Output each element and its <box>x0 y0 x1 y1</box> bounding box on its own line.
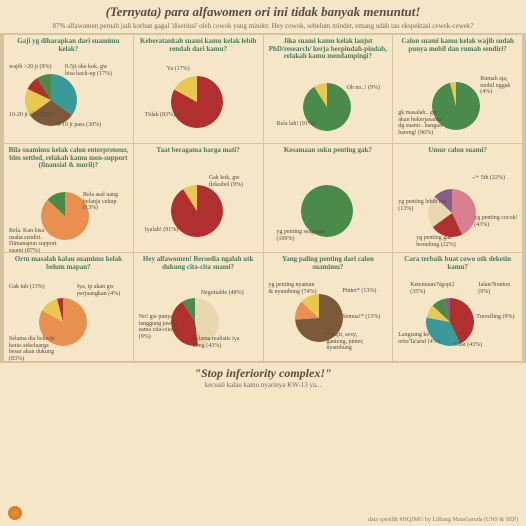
chart-cell-8: Ortu masalah kalau suamimu kelak belum m… <box>4 253 133 361</box>
question-text: Calon suami kamu kelak wajib sudah punya… <box>396 38 519 60</box>
slice-label: Iyalah! (91%) <box>145 227 178 234</box>
question-text: Gaji yg diharapkan dari suamimu kelak? <box>7 38 130 60</box>
chart-cell-9: Hey alfawomen! Bersedia ngalah utk dukun… <box>134 253 263 361</box>
slice-label: 0-5jt oke kok, gw bisa back-up (17%) <box>65 64 115 77</box>
slice-label: Gak kok, gw fleksibel (9%) <box>209 175 259 188</box>
footer-quote: "Stop inferiority complex!" <box>10 366 516 381</box>
slice-label: yg penting gak brondong (22%) <box>416 235 466 248</box>
slice-label: Rumah aja, mobil nggak (4%) <box>480 76 519 96</box>
chart-cell-6: Kesamaan suku penting gak? yg penting sea… <box>264 144 393 252</box>
slice-label: Langsung ke ortu/Ta'aruf (4%) <box>398 332 448 345</box>
question-text: Yang paling penting dari calon suamimu? <box>267 256 390 278</box>
footer-sub: kecuali kalau kamu nyarinya KW-13 ya... <box>10 381 516 389</box>
chart-cell-11: Cara terbaik buat cowo utk deketin kamu?… <box>393 253 522 361</box>
slice-label: Selama dia bekerja keras sekeluarga besa… <box>9 336 59 362</box>
slice-label: No! gw punya tanggung jawab sama cita-ci… <box>139 314 189 340</box>
slice-label: Rela asal uang belanja cukup (13%) <box>83 192 130 212</box>
slice-label: *: tajir, sexy, ganteng, pinter, nyambun… <box>327 332 377 352</box>
question-text: Umur calon suami? <box>396 147 519 169</box>
chart-cell-2: Jika suami kamu kelak lanjut PhD/researc… <box>264 35 393 143</box>
slice-label: Gak tuh (13%) <box>9 284 45 291</box>
chart-area: Rumah aja, mobil nggak (4%) gk masalah.. … <box>396 62 519 140</box>
slice-label: Semua!* (13%) <box>343 314 381 321</box>
question-text: Jika suami kamu kelak lanjut PhD/researc… <box>267 38 390 61</box>
question-text: Hey alfawomen! Bersedia ngalah utk dukun… <box>137 256 260 278</box>
slice-label: yg penting nyaman & nyambung (74%) <box>269 282 319 295</box>
credit-text: data spesifik #HQJMG by Litbang MataGaru… <box>368 517 518 523</box>
chart-cell-5: Taat beragama harga mati?Gak kok, gw fle… <box>134 144 263 252</box>
slice-label: -/+ 5th (22%) <box>472 175 505 182</box>
question-text: Kesamaan suku penting gak? <box>267 147 390 169</box>
subtitle: 87% alfawomen pernah jadi korban gagal '… <box>10 22 516 31</box>
slice-label: Ya (17%) <box>167 66 190 73</box>
logo-icon <box>8 506 22 520</box>
question-text: Keberatankah suami kamu kelak lebih rend… <box>137 38 260 60</box>
chart-area: Rela asal uang belanja cukup (13%)Rela. … <box>7 172 130 250</box>
slice-label: Ketemuan/Ngopi2 (35%) <box>410 282 460 295</box>
slice-label: gk masalah.. gw akan bekerjasama dg suam… <box>398 110 448 136</box>
slice-label: 10-20 jt oke (35%) <box>9 112 55 119</box>
chart-area: yg penting nyaman & nyambung (74%) Pinter… <box>267 280 390 358</box>
slice-label: Chat (43%) <box>454 342 482 349</box>
slice-label: Travelling (9%) <box>476 314 514 321</box>
slice-label: Rela lah! (91%) <box>277 121 315 128</box>
slice-label: Selama realistis iya dong (43%) <box>193 336 243 349</box>
chart-grid: Gaji yg diharapkan dari suamimu kelak?wa… <box>0 33 526 363</box>
chart-area: Gak tuh (13%) Iya, tp akan gw perjuangkan… <box>7 280 130 358</box>
slice-label: Pinter* (13%) <box>343 288 377 295</box>
slice-label: yg penting lebih tua (13%) <box>398 199 448 212</box>
chart-area: wajib >20 jt (9%) 0-5jt oke kok, gw bisa … <box>7 62 130 140</box>
slice-label: yg penting seagama! (100%) <box>277 229 327 242</box>
chart-area: Ketemuan/Ngopi2 (35%) Jalan/Nonton (9%) Tr… <box>396 280 519 358</box>
chart-cell-3: Calon suami kamu kelak wajib sudah punya… <box>393 35 522 143</box>
main-title: (Ternyata) para alfawomen ori ini tidak … <box>10 4 516 20</box>
chart-cell-0: Gaji yg diharapkan dari suamimu kelak?wa… <box>4 35 133 143</box>
chart-area: Oh no..! (9%) Rela lah! (91%) <box>267 63 390 141</box>
chart-cell-10: Yang paling penting dari calon suamimu?y… <box>264 253 393 361</box>
chart-area: -/+ 5th (22%) yg penting lebih tua (13%) y… <box>396 171 519 249</box>
chart-cell-4: Bila suamimu kelak calon enterpreneur, b… <box>4 144 133 252</box>
slice-label: Tidak (83%) <box>145 112 175 119</box>
question-text: Bila suamimu kelak calon enterpreneur, b… <box>7 147 130 170</box>
chart-area: Gak kok, gw fleksibel (9%) Iyalah! (91%) <box>137 171 260 249</box>
slice-label: 5-10 jt pass (30%) <box>57 122 101 129</box>
slice-label: Jalan/Nonton (9%) <box>478 282 519 295</box>
slice-label: yg penting cocok! (43%) <box>474 215 519 228</box>
slice-label: Oh no..! (9%) <box>347 85 380 92</box>
chart-area: yg penting seagama! (100%) <box>267 171 390 249</box>
question-text: Ortu masalah kalau suamimu kelak belum m… <box>7 256 130 278</box>
chart-cell-7: Umur calon suami? -/+ 5th (22%) yg penting… <box>393 144 522 252</box>
chart-area: Negotiable (48%) No! gw punya tanggung ja… <box>137 280 260 358</box>
slice-label: wajib >20 jt (9%) <box>9 64 52 71</box>
slice-label: Iya, tp akan gw perjuangkan (4%) <box>77 284 127 297</box>
chart-cell-1: Keberatankah suami kamu kelak lebih rend… <box>134 35 263 143</box>
slice-label: Rela. Kan bisa usaha sendiri. Dimanapun … <box>9 228 59 254</box>
chart-area: Ya (17%) Tidak (83%) <box>137 62 260 140</box>
question-text: Taat beragama harga mati? <box>137 147 260 169</box>
question-text: Cara terbaik buat cowo utk deketin kamu? <box>396 256 519 278</box>
slice-label: Negotiable (48%) <box>201 290 244 297</box>
